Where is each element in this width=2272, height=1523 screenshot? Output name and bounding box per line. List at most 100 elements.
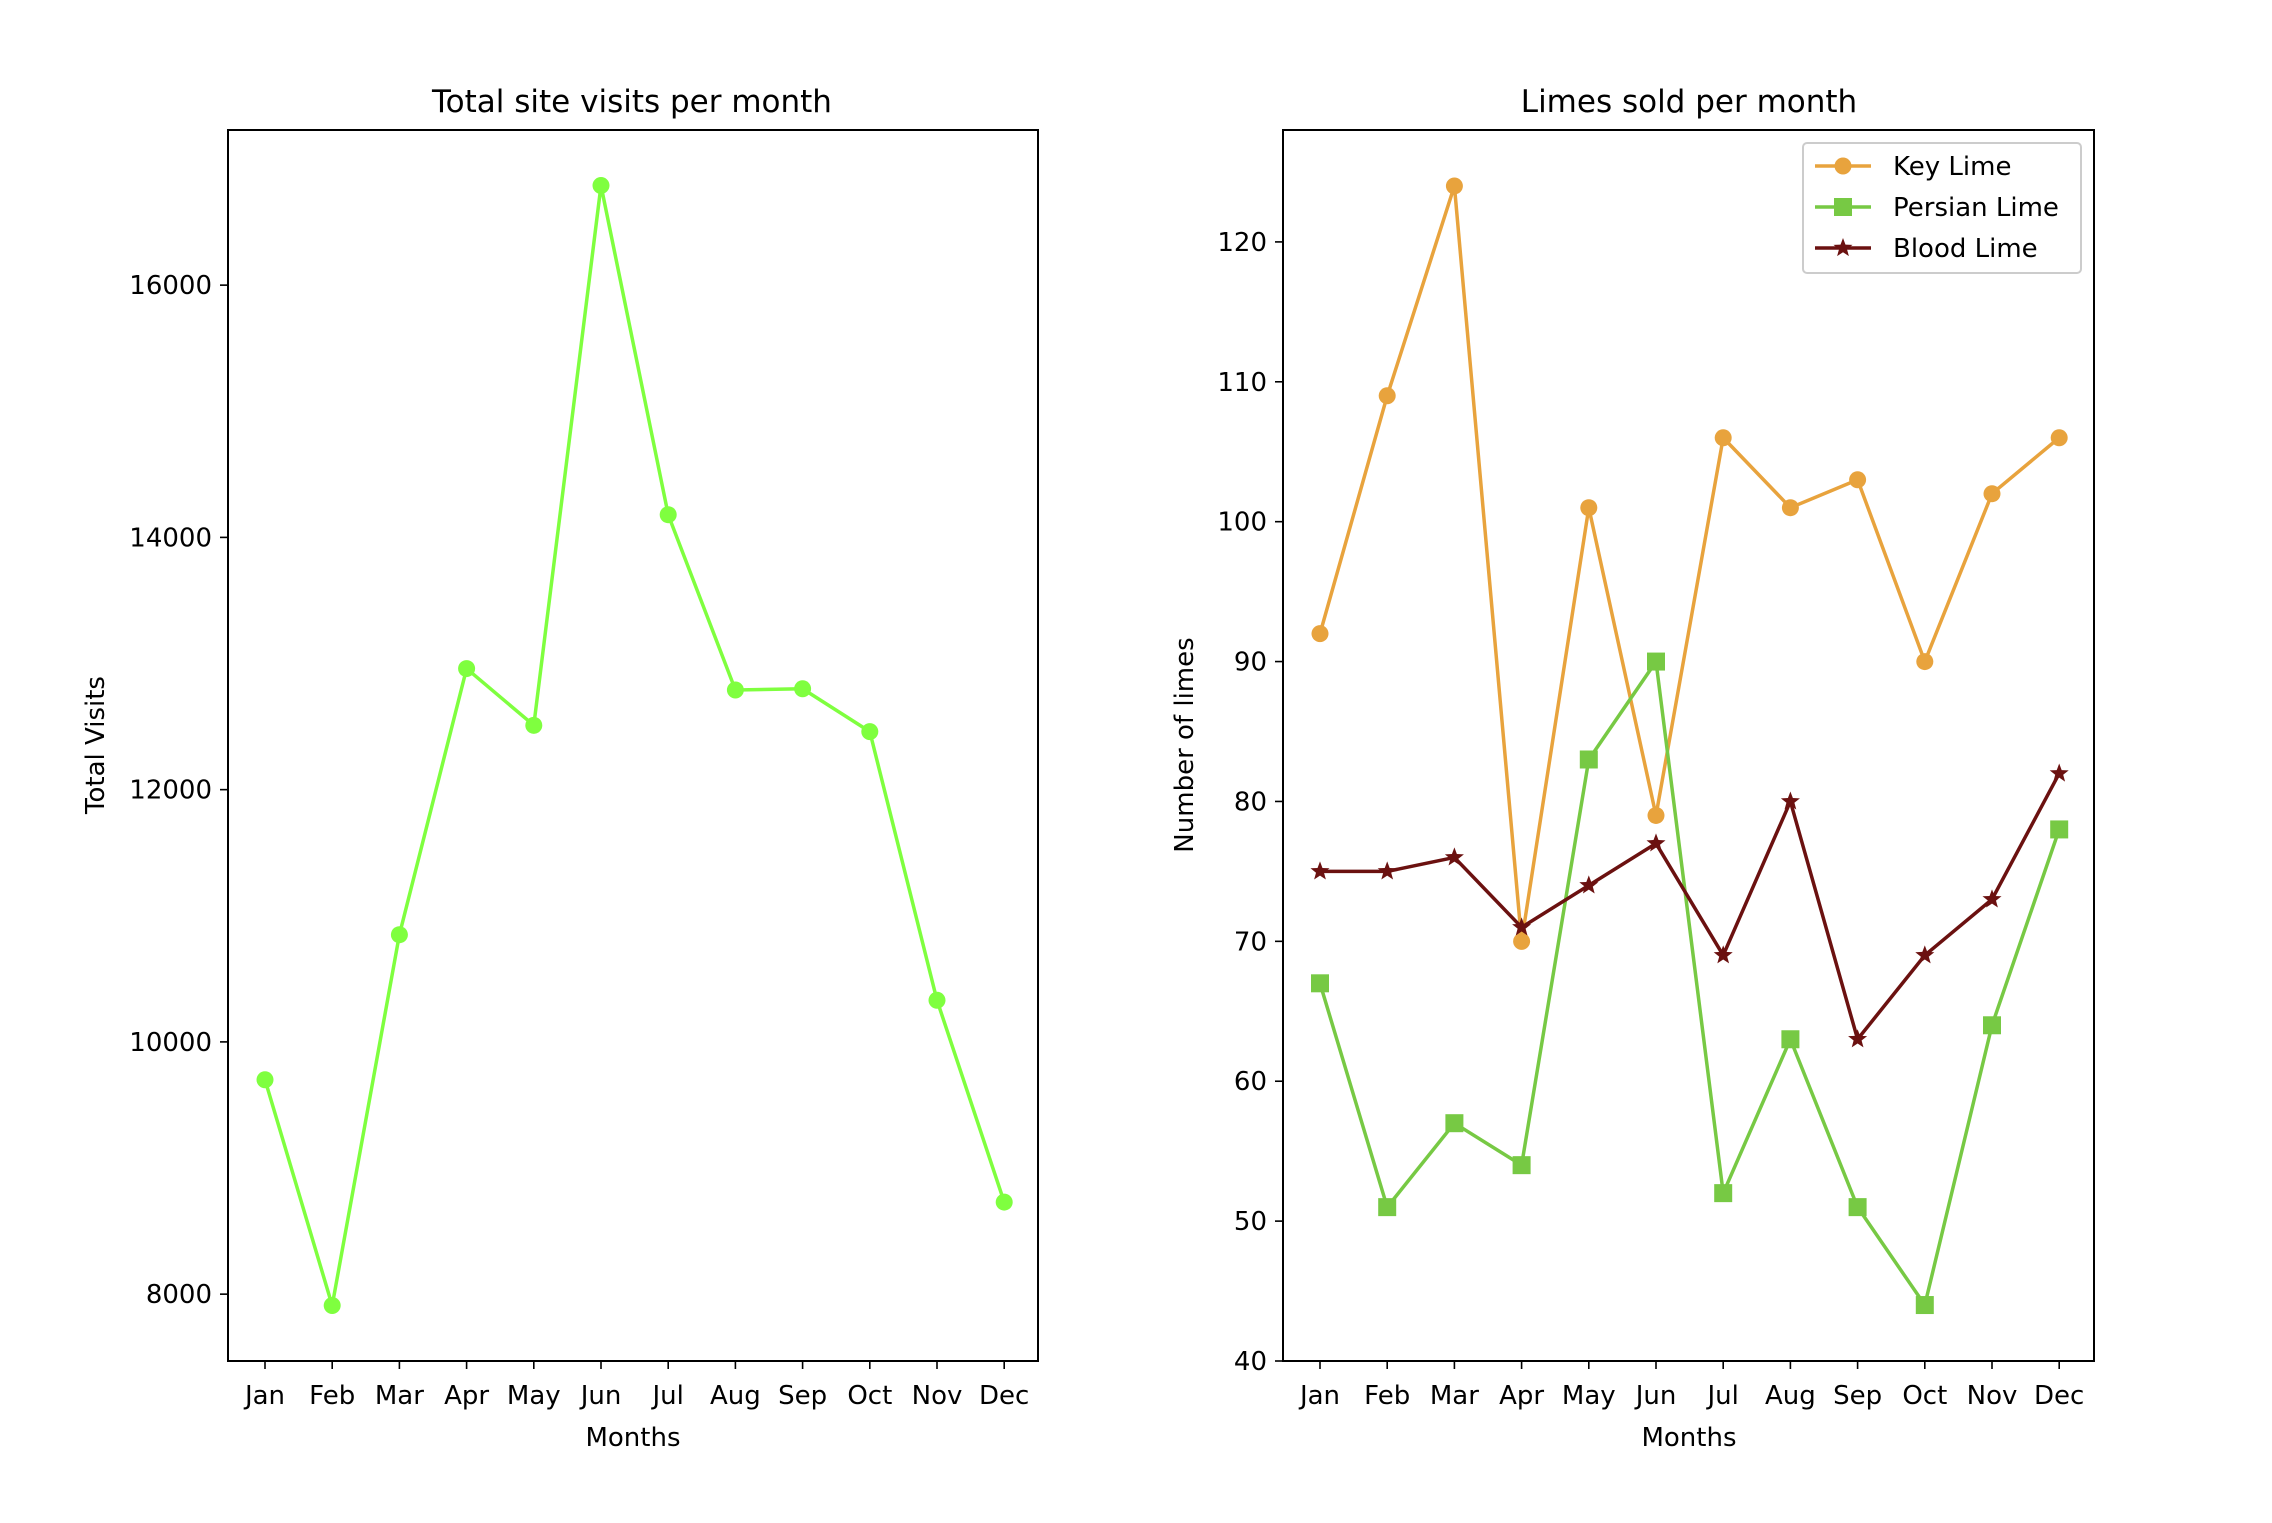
x-tick-label: Mar (375, 1381, 424, 1411)
x-tick-label: Nov (1967, 1381, 2018, 1411)
x-tick-label: Jan (1298, 1381, 1340, 1411)
y-tick-label: 12000 (129, 776, 212, 806)
data-point-blood-lime (1512, 917, 1532, 936)
visits-chart: Total site visits per month Jan Feb Mar Apr… (81, 84, 1039, 1453)
x-axis-label: Months (1641, 1423, 1736, 1453)
x-tick-label: Oct (1902, 1381, 1947, 1411)
x-tick-label: Feb (309, 1381, 355, 1411)
data-point-blood-lime (1982, 889, 2002, 908)
data-point-total-visits (458, 660, 476, 678)
legend: Key Lime Persian Lime Blood Lime (1802, 142, 2082, 274)
y-tick-label: 10000 (129, 1028, 212, 1058)
y-tick-label: 70 (1234, 927, 1267, 957)
y-tick-label: 14000 (129, 523, 212, 553)
data-point-persian-lime (1445, 1114, 1464, 1133)
data-point-key-lime (2050, 429, 2068, 447)
data-point-blood-lime (1377, 861, 1397, 880)
x-axis-label: Months (585, 1423, 680, 1453)
limes-chart: Limes sold per month Jan Feb Mar Apr May Jun J… (1170, 84, 2095, 1453)
y-tick-label: 80 (1234, 787, 1267, 817)
legend-frame (1802, 142, 2082, 274)
y-axis-label: Number of limes (1170, 637, 1200, 852)
x-tick-label: Mar (1430, 1381, 1479, 1411)
x-tick-label: Aug (1765, 1381, 1816, 1411)
data-point-persian-lime (1781, 1030, 1800, 1049)
y-axis-label: Total Visits (81, 676, 111, 815)
data-point-total-visits (256, 1071, 274, 1089)
limes-plot: Jan Feb Mar Apr May Jun Jul Aug Sep Oct Nov Dec 40 50… (1217, 177, 2084, 1411)
y-tick-label: 16000 (129, 271, 212, 301)
series-line-persian-lime (1318, 659, 2061, 1307)
data-point-key-lime (1916, 653, 1934, 671)
data-point-persian-lime (1848, 1198, 1867, 1217)
y-tick-label: 40 (1234, 1347, 1267, 1377)
data-point-total-visits (794, 680, 812, 698)
data-point-persian-lime (1378, 1198, 1397, 1217)
legend-label: Persian Lime (1893, 193, 2059, 223)
x-tick-label: May (507, 1381, 561, 1411)
data-point-key-lime (1647, 806, 1665, 824)
x-tick-label: Jul (651, 1381, 684, 1411)
y-tick-label: 60 (1234, 1067, 1267, 1097)
x-tick-label: Apr (1499, 1381, 1544, 1411)
series-line-total-visits (263, 183, 1006, 1308)
x-tick-label: Sep (1833, 1381, 1882, 1411)
visits-plot: Jan Feb Mar Apr May Jun Jul Aug Sep Oct Nov Dec 8000… (129, 176, 1029, 1411)
data-point-blood-lime (1848, 1029, 1868, 1048)
legend-marker (1834, 157, 1852, 175)
data-point-key-lime (1513, 932, 1531, 950)
data-point-blood-lime (1713, 945, 1733, 964)
data-point-blood-lime (1780, 791, 1800, 810)
data-point-blood-lime (1579, 875, 1599, 894)
data-point-key-lime (1781, 499, 1799, 517)
x-tick-label: Dec (979, 1381, 1029, 1411)
data-point-total-visits (592, 176, 610, 194)
y-tick-label: 100 (1217, 508, 1267, 538)
data-point-key-lime (1445, 177, 1463, 195)
series-line-blood-lime (1320, 772, 2061, 1042)
data-point-persian-lime (2050, 820, 2069, 839)
x-tick-label: May (1562, 1381, 1616, 1411)
y-tick-label: 8000 (146, 1280, 212, 1310)
series-line-key-lime (1318, 184, 2061, 944)
x-tick-label: Jul (1706, 1381, 1739, 1411)
data-point-total-visits (726, 681, 744, 699)
chart-title: Limes sold per month (1521, 84, 1857, 120)
data-point-total-visits (390, 926, 408, 944)
data-point-blood-lime (1646, 833, 1666, 852)
data-point-persian-lime (1311, 974, 1329, 993)
x-tick-label: Sep (778, 1381, 827, 1411)
legend-marker (1833, 238, 1853, 257)
legend-entry-key-lime: Key Lime (1815, 152, 2011, 182)
data-point-total-visits (659, 506, 677, 524)
data-point-key-lime (1849, 471, 1867, 489)
data-point-blood-lime (1444, 847, 1464, 866)
x-tick-label: Dec (2034, 1381, 2084, 1411)
legend-entry-blood-lime: Blood Lime (1815, 234, 2038, 264)
data-point-key-lime (1714, 429, 1732, 447)
y-tick-label: 90 (1234, 648, 1267, 678)
data-point-key-lime (1983, 485, 2001, 503)
data-point-persian-lime (1714, 1184, 1733, 1203)
data-point-persian-lime (1983, 1016, 2001, 1035)
x-tick-label: Jun (579, 1381, 622, 1411)
data-point-blood-lime (1915, 945, 1935, 964)
data-point-blood-lime (2049, 763, 2069, 782)
y-tick-label: 50 (1234, 1207, 1267, 1237)
y-tick-label: 120 (1217, 228, 1267, 258)
data-point-key-lime (1580, 499, 1598, 517)
data-point-key-lime (1311, 625, 1329, 643)
data-point-total-visits (525, 716, 543, 734)
data-point-total-visits (323, 1297, 341, 1315)
data-point-blood-lime (1310, 861, 1330, 880)
data-point-persian-lime (1647, 652, 1665, 671)
x-tick-label: Nov (912, 1381, 963, 1411)
chart-title: Total site visits per month (431, 84, 832, 120)
plot-frame (1282, 129, 2095, 1362)
data-point-persian-lime (1915, 1296, 1934, 1315)
x-tick-label: Feb (1364, 1381, 1410, 1411)
data-point-total-visits (995, 1193, 1013, 1211)
legend-marker (1834, 198, 1852, 216)
data-point-persian-lime (1512, 1156, 1531, 1175)
